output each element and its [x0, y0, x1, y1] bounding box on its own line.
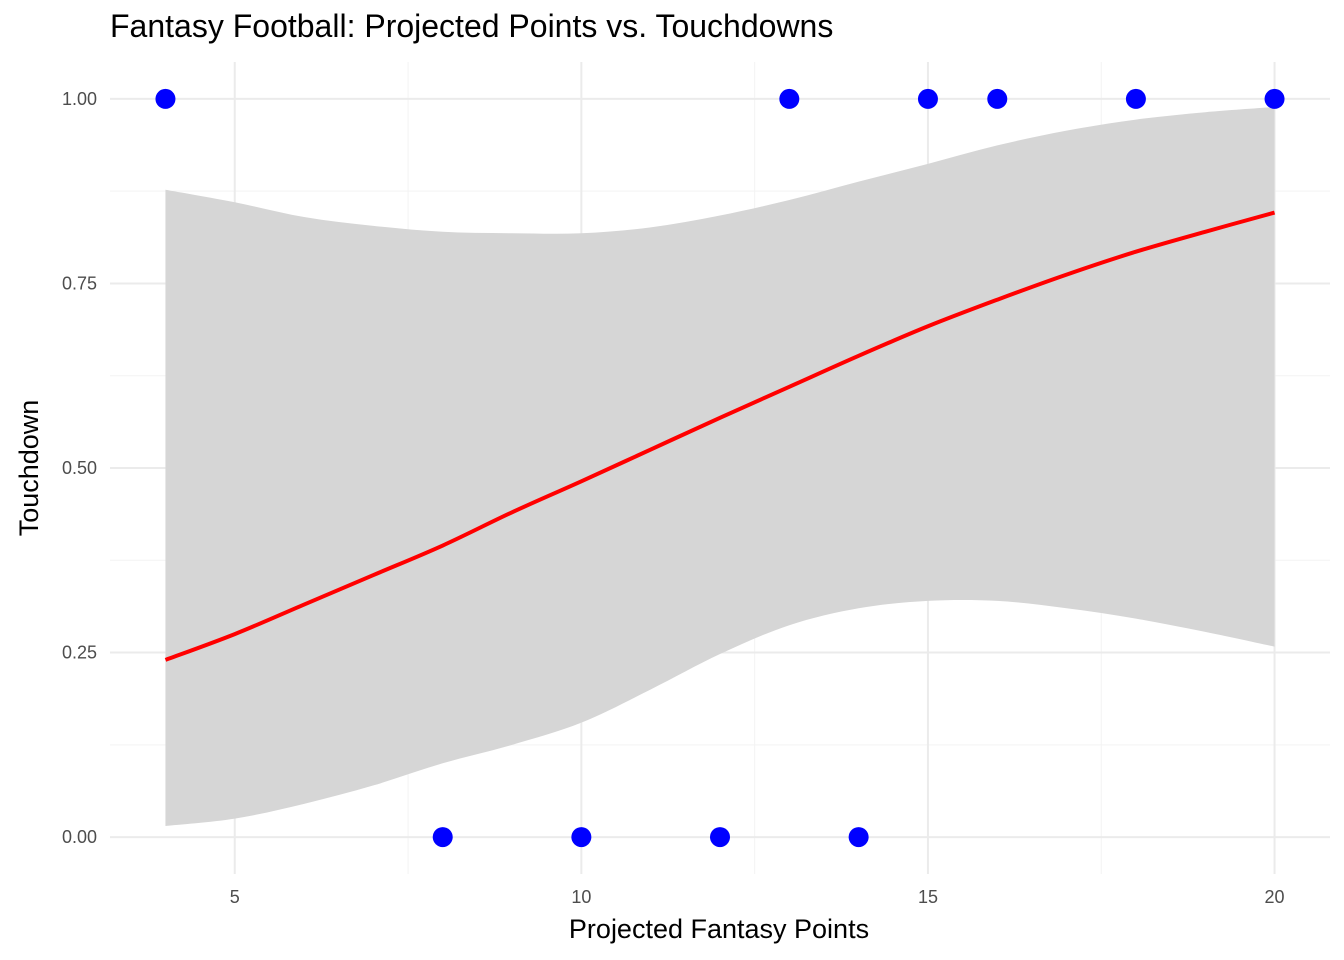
x-tick-label: 5	[230, 887, 240, 907]
fit-line	[164, 210, 1276, 662]
x-tick-label: 10	[571, 887, 591, 907]
y-tick-label: 0.50	[62, 458, 97, 478]
data-point	[432, 827, 453, 848]
chart-title: Fantasy Football: Projected Points vs. T…	[110, 8, 834, 44]
data-point	[779, 88, 800, 109]
confidence-band	[165, 107, 1275, 827]
x-tick-labels: 5 10 15 20	[230, 887, 1285, 907]
data-point	[987, 88, 1008, 109]
data-points	[155, 88, 1285, 848]
data-point	[571, 827, 592, 848]
data-point	[848, 827, 869, 848]
y-tick-labels: 0.00 0.25 0.50 0.75 1.00	[62, 89, 97, 847]
x-axis-title: Projected Fantasy Points	[569, 914, 869, 944]
data-point	[710, 827, 730, 848]
data-point	[917, 88, 938, 109]
y-axis-title: Touchdown	[14, 400, 44, 537]
x-tick-label: 15	[918, 887, 938, 907]
data-point	[1125, 88, 1146, 109]
data-point	[1264, 88, 1285, 109]
data-point	[155, 88, 176, 109]
y-tick-label: 0.75	[62, 273, 97, 293]
x-tick-label: 20	[1265, 887, 1285, 907]
y-tick-label: 1.00	[62, 89, 97, 109]
y-tick-label: 0.00	[62, 827, 97, 847]
y-tick-label: 0.25	[62, 643, 97, 663]
